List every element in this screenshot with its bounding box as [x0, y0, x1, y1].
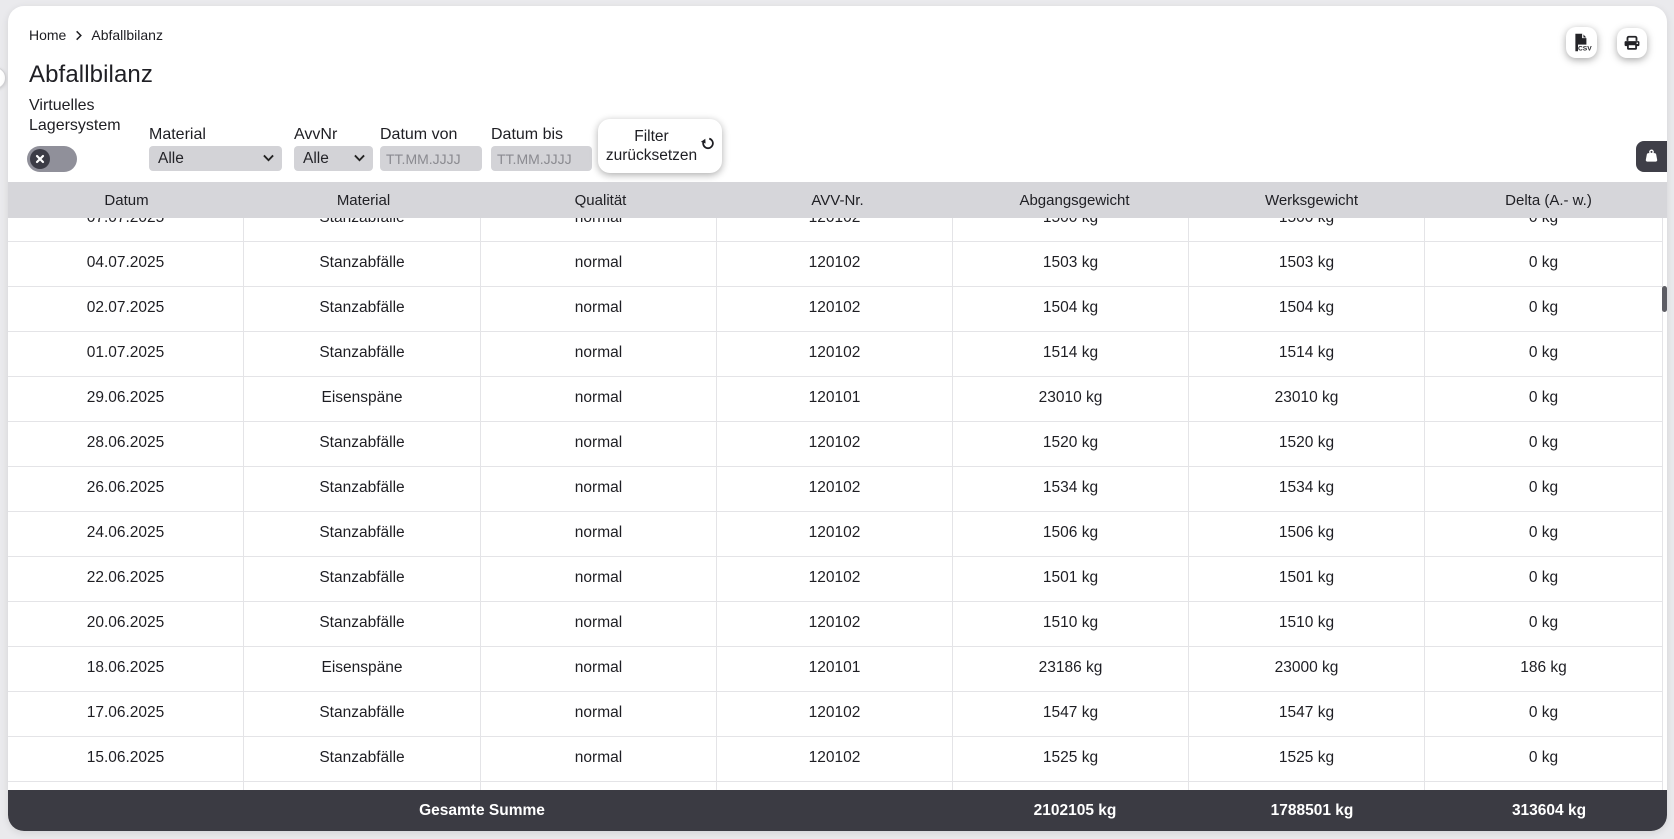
svg-text:CSV: CSV [1578, 46, 1592, 53]
